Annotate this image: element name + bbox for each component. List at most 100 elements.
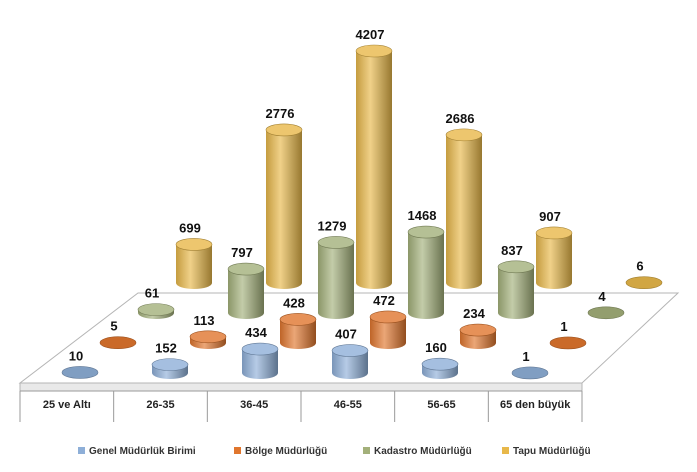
data-label: 234 xyxy=(463,306,485,321)
bar-genel-mudurluk-birimi-65-den-buyuk: 1 xyxy=(511,349,549,380)
data-label: 407 xyxy=(335,327,357,342)
legend-label: Kadastro Müdürlüğü xyxy=(374,446,472,457)
data-label: 1 xyxy=(522,349,529,364)
legend: Genel Müdürlük Birimi Bölge Müdürlüğü Kada… xyxy=(78,446,591,457)
bar-top xyxy=(459,323,497,337)
bar-top xyxy=(227,262,265,276)
bar-top xyxy=(137,303,175,316)
bar-kadastro-mudurlugu-56-65: 837 xyxy=(497,243,535,319)
bar-body xyxy=(242,349,278,379)
legend-swatch xyxy=(502,447,509,454)
bar-top xyxy=(189,330,227,344)
data-label: 1279 xyxy=(318,218,347,233)
bar-kadastro-mudurlugu-46-55: 1468 xyxy=(407,208,445,319)
data-label: 5 xyxy=(110,319,117,334)
data-label: 428 xyxy=(283,295,305,310)
data-label: 6 xyxy=(636,259,643,274)
bar-bolge-mudurlugu-56-65: 234 xyxy=(459,306,497,349)
bar-body xyxy=(408,232,444,319)
legend-item-tapu-mudurlugu: Tapu Müdürlüğü xyxy=(502,446,591,457)
bar-kadastro-mudurlugu-25-ve-alti: 61 xyxy=(137,286,175,319)
bar-genel-mudurluk-birimi-46-55: 407 xyxy=(331,327,369,379)
bar-body xyxy=(536,232,572,289)
bar-top xyxy=(317,236,355,249)
bar-tapu-mudurlugu-46-55: 2686 xyxy=(445,111,483,289)
bar-top xyxy=(279,313,317,326)
bar-bolge-mudurlugu-46-55: 472 xyxy=(369,293,407,349)
data-label: 1468 xyxy=(408,208,437,223)
bar-top xyxy=(151,358,189,371)
category-label-56-65: 56-65 xyxy=(427,399,455,411)
data-label: 797 xyxy=(231,245,253,260)
bar-bolge-mudurlugu-25-ve-alti: 5 xyxy=(99,319,137,350)
legend-swatch xyxy=(234,447,241,454)
bar-top xyxy=(587,306,625,320)
bar-top xyxy=(61,366,99,379)
category-label-26-35: 26-35 xyxy=(146,399,174,411)
bar-body xyxy=(370,316,406,349)
bar-tapu-mudurlugu-36-45: 4207 xyxy=(355,27,393,289)
bar-kadastro-mudurlugu-65-den-buyuk: 4 xyxy=(587,289,625,320)
data-label: 1 xyxy=(560,319,567,334)
bar-tapu-mudurlugu-56-65: 907 xyxy=(535,209,573,289)
bar-top xyxy=(497,260,535,274)
data-label: 699 xyxy=(179,220,201,235)
bar-body xyxy=(228,269,264,319)
legend-label: Bölge Müdürlüğü xyxy=(245,446,327,457)
data-label: 4207 xyxy=(356,27,385,42)
category-label-46-55: 46-55 xyxy=(334,399,362,411)
bar-body xyxy=(356,51,392,289)
legend-swatch xyxy=(363,447,370,454)
bar-body xyxy=(446,134,482,289)
bar-body xyxy=(176,244,212,289)
data-label: 160 xyxy=(425,340,447,355)
bar-genel-mudurluk-birimi-26-35: 152 xyxy=(151,341,189,379)
bar-top xyxy=(99,336,137,350)
legend-item-bolge-mudurlugu: Bölge Müdürlüğü xyxy=(234,446,327,457)
bar-genel-mudurluk-birimi-25-ve-alti: 10 xyxy=(61,348,99,379)
data-label: 10 xyxy=(69,348,83,363)
data-label: 907 xyxy=(539,209,561,224)
bar-body xyxy=(498,266,534,319)
category-axis: 25 ve Altı 26-35 36-45 46-55 56-65 65 den büy… xyxy=(19,390,583,422)
data-label: 837 xyxy=(501,243,523,258)
bar-top xyxy=(175,238,213,251)
data-label: 2686 xyxy=(446,111,475,126)
bar-top xyxy=(625,276,663,289)
bars: 699 2776 4207 2686 907 6 61 797 1279 1468 837 4 5 113… xyxy=(61,27,663,380)
bar-top xyxy=(331,344,369,357)
bar-top xyxy=(369,310,407,324)
bar-kadastro-mudurlugu-26-35: 797 xyxy=(227,245,265,319)
bar-top xyxy=(511,366,549,380)
bar-top xyxy=(407,225,445,239)
bar-top xyxy=(445,128,483,142)
legend-item-kadastro-mudurlugu: Kadastro Müdürlüğü xyxy=(363,446,472,457)
bar-top xyxy=(265,123,303,137)
bar-body xyxy=(280,319,316,349)
data-label: 2776 xyxy=(266,106,295,121)
category-label-36-45: 36-45 xyxy=(240,399,268,411)
bar-bolge-mudurlugu-65-den-buyuk: 1 xyxy=(549,319,587,350)
bar-body xyxy=(332,350,368,379)
bar-body xyxy=(318,242,354,319)
bar-genel-mudurluk-birimi-36-45: 434 xyxy=(241,325,279,379)
floor-front-edge xyxy=(19,382,583,392)
bar-tapu-mudurlugu-25-ve-alti: 699 xyxy=(175,220,213,289)
bar-bolge-mudurlugu-26-35: 113 xyxy=(189,313,227,349)
bar-kadastro-mudurlugu-36-45: 1279 xyxy=(317,218,355,319)
data-label: 434 xyxy=(245,325,267,340)
bar-top xyxy=(549,336,587,350)
legend-label: Genel Müdürlük Birimi xyxy=(89,446,196,457)
legend-label: Tapu Müdürlüğü xyxy=(513,446,591,457)
data-label: 4 xyxy=(598,289,606,304)
bar-body xyxy=(266,129,302,289)
data-label: 113 xyxy=(194,313,215,328)
bar-genel-mudurluk-birimi-56-65: 160 xyxy=(421,340,459,379)
category-label-65-den-buyuk: 65 den büyük xyxy=(500,399,571,411)
legend-swatch xyxy=(78,447,85,454)
bar-top xyxy=(355,44,393,58)
legend-item-genel-mudurluk-birimi: Genel Müdürlük Birimi xyxy=(78,446,196,457)
data-label: 61 xyxy=(145,286,159,301)
